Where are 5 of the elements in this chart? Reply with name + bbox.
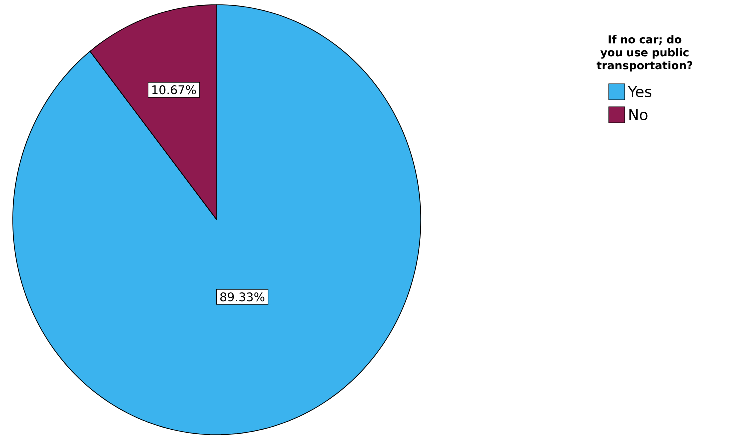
data-label: 89.33% xyxy=(220,292,265,302)
legend-title: If no car; do you use public transportation? xyxy=(596,35,693,72)
legend-label: Yes xyxy=(628,86,652,98)
data-label: 10.67% xyxy=(152,86,196,95)
legend-label: No xyxy=(630,109,648,121)
